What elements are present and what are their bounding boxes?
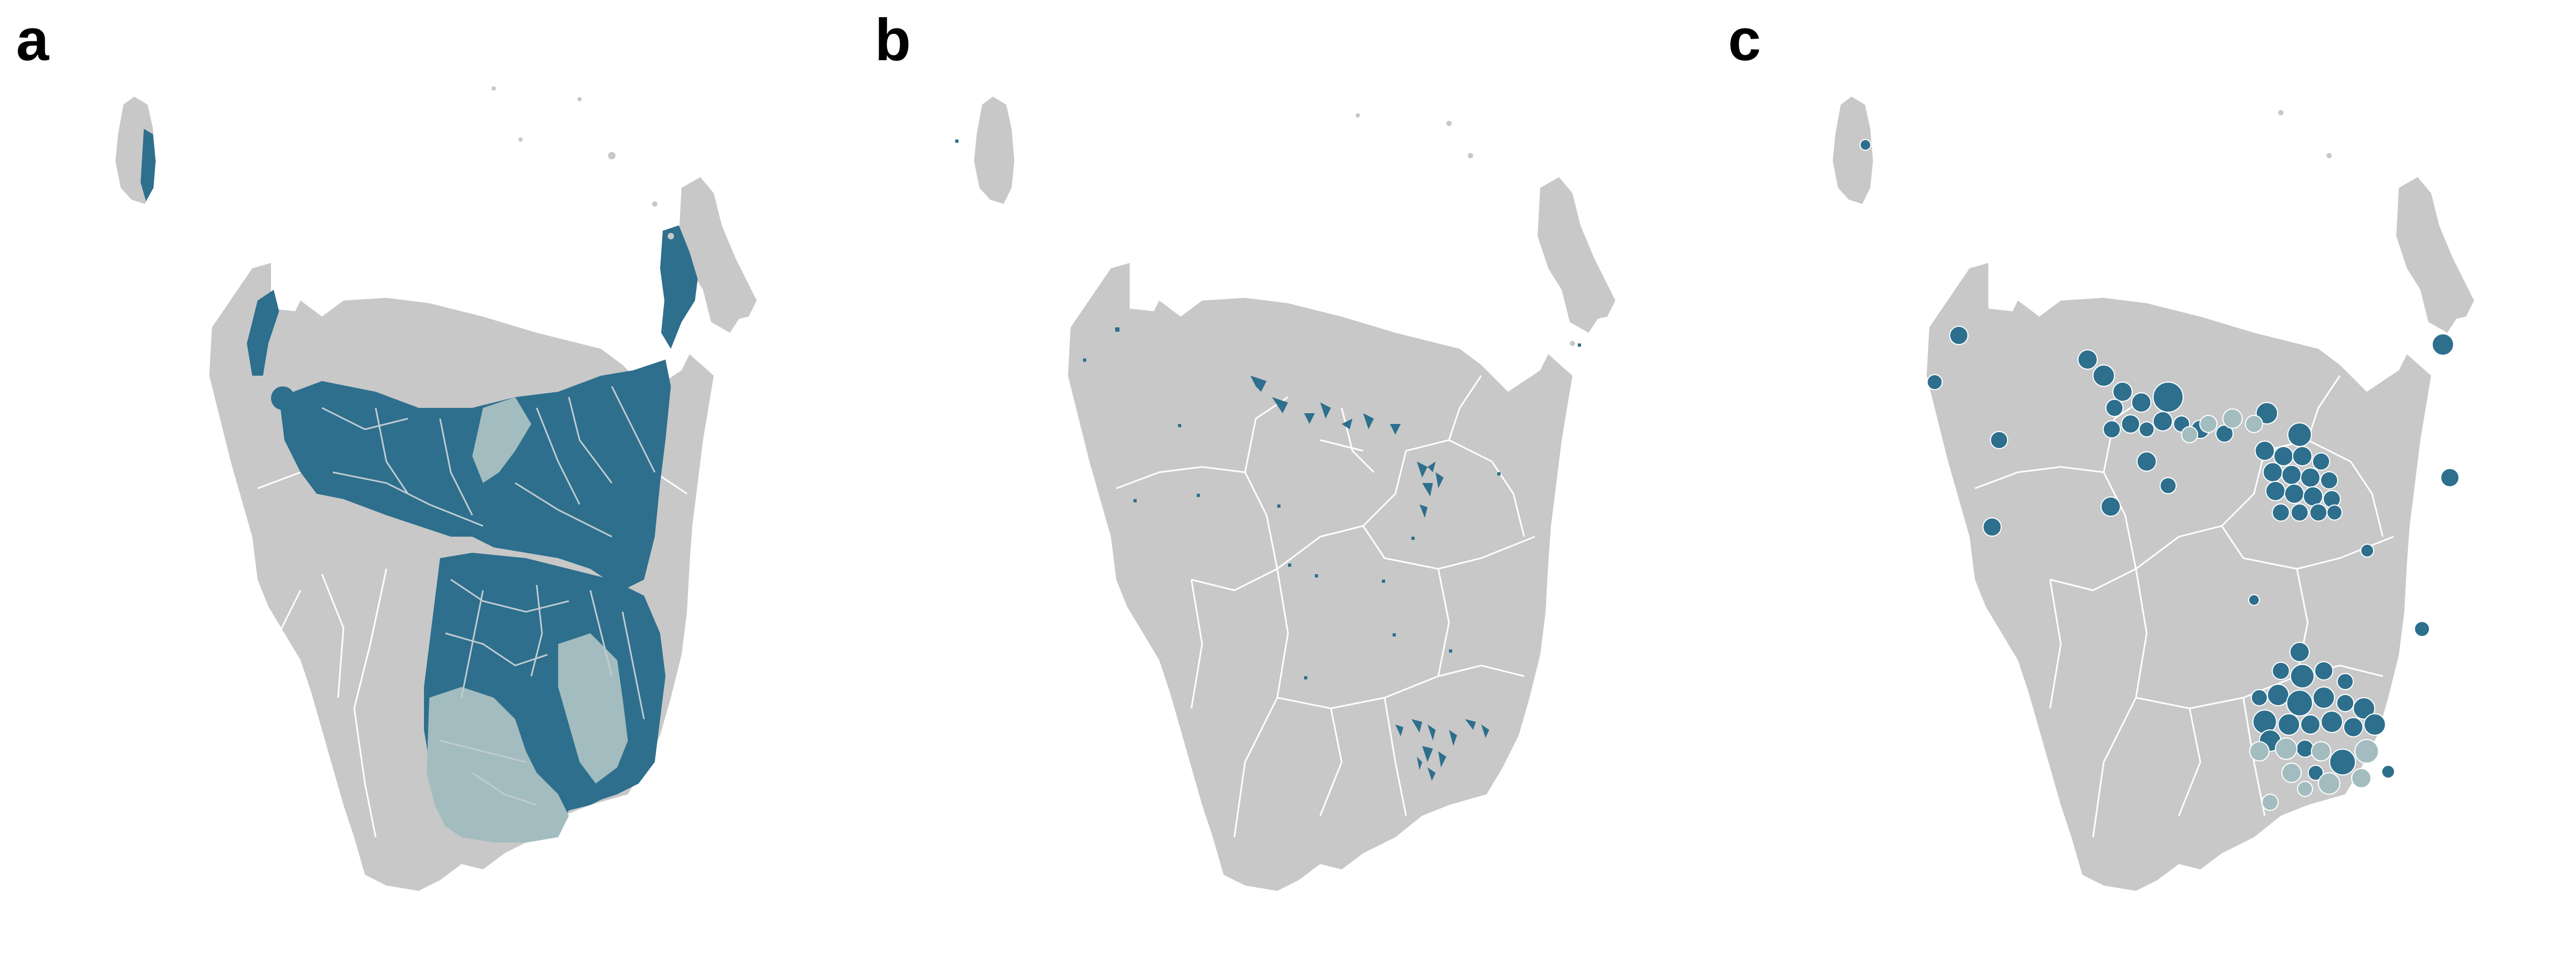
symbol (2287, 422, 2312, 447)
symbol (2249, 741, 2270, 762)
symbol (2248, 594, 2260, 606)
cape-barren-island (708, 292, 757, 322)
symbol (2336, 694, 2354, 712)
symbol (2101, 496, 2121, 517)
panel-label-a: a (16, 7, 49, 73)
symbol (2286, 690, 2313, 716)
panel-b-choropleth: b (859, 0, 1717, 966)
symbol (2296, 740, 2314, 758)
symbol (2267, 684, 2289, 706)
symbol (2354, 739, 2379, 764)
king-island (974, 97, 1014, 204)
symbol (2320, 471, 2338, 489)
symbol (2343, 717, 2363, 737)
symbol (2308, 765, 2324, 781)
symbol (2290, 664, 2315, 689)
cape-barren-island (1567, 292, 1615, 322)
small-islands (492, 86, 674, 239)
symbol (2263, 462, 2283, 482)
highlighted-districts (955, 140, 1581, 781)
symbol (2326, 504, 2343, 521)
symbol (2360, 544, 2374, 558)
symbol (2300, 714, 2321, 735)
panel-label-c: c (1728, 7, 1761, 73)
symbol (2303, 486, 2323, 507)
cartogram-map (115, 86, 757, 891)
symbol (2272, 662, 2290, 680)
mainland (1927, 263, 2431, 891)
symbol (2265, 481, 2286, 501)
district-boundaries (1116, 375, 1535, 838)
symbol (2414, 621, 2430, 637)
symbol (2311, 741, 2331, 762)
symbol (1927, 374, 1943, 390)
symbol (2363, 713, 2386, 736)
symbol (2245, 415, 2263, 433)
symbol (2281, 763, 2302, 783)
symbol (2314, 661, 2333, 680)
symbol (1982, 517, 2002, 537)
cartogram-distortion (141, 129, 698, 843)
panel-c-proportional-symbols: c (1717, 0, 2576, 966)
symbols (1860, 139, 2460, 811)
symbol (2281, 465, 2302, 485)
symbol (2440, 468, 2460, 487)
symbol (2181, 426, 2198, 443)
symbol (2215, 425, 2234, 443)
symbol (2292, 446, 2312, 466)
symbol (2290, 503, 2309, 522)
symbol (2300, 467, 2321, 488)
panel-a-cartogram: a (0, 0, 859, 966)
cape-barren-island (2426, 292, 2474, 322)
symbol (2275, 737, 2297, 760)
symbol (2160, 477, 2177, 494)
symbol (2309, 503, 2328, 522)
symbol (2251, 689, 2268, 706)
symbol (2153, 382, 2184, 413)
symbol (2312, 452, 2330, 471)
symbol (2272, 503, 2290, 522)
symbol (2199, 415, 2218, 433)
symbol (2278, 713, 2300, 736)
symbol (2103, 420, 2121, 438)
symbol (2139, 421, 2155, 437)
symbol (2284, 484, 2304, 504)
small-islands (2278, 110, 2332, 158)
symbol (2351, 768, 2372, 788)
symbol (1860, 139, 1871, 151)
symbol-map (1833, 97, 2474, 891)
symbol (2222, 408, 2243, 429)
symbol (2337, 673, 2354, 690)
symbol (2297, 781, 2313, 797)
king-island (1833, 97, 1873, 204)
mainland (1068, 263, 1572, 891)
symbol (2318, 772, 2340, 795)
symbol (2262, 794, 2279, 811)
symbol (2353, 697, 2375, 720)
symbol (2255, 441, 2275, 461)
symbol (2321, 711, 2343, 733)
symbol (2131, 392, 2151, 413)
symbol (2256, 402, 2278, 425)
symbol (2136, 451, 2157, 472)
symbol (2432, 333, 2454, 356)
symbol (2092, 364, 2115, 387)
symbol (2289, 642, 2310, 662)
symbol (2121, 414, 2140, 434)
symbol (1990, 431, 2008, 449)
symbol (2105, 399, 2124, 417)
symbol (2312, 686, 2335, 709)
choropleth-map (955, 97, 1615, 891)
symbol (2329, 749, 2356, 775)
panel-label-b: b (875, 7, 911, 73)
small-islands (1356, 113, 1575, 346)
symbol (1949, 326, 1968, 345)
symbol (2381, 765, 2395, 779)
symbol (2153, 411, 2173, 431)
symbol (2077, 349, 2098, 370)
symbol (2112, 382, 2133, 402)
